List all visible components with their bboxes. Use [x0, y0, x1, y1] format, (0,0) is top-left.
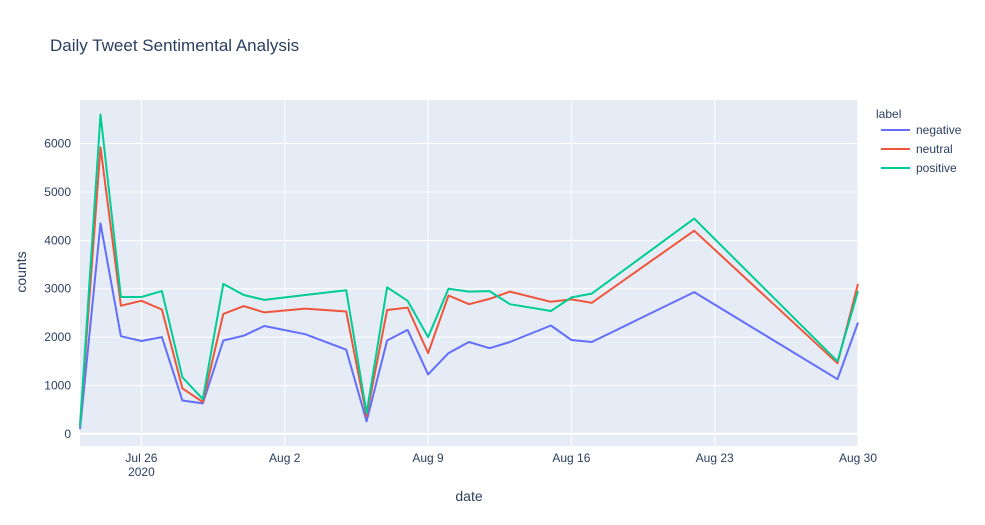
y-tick-label: 1000	[44, 379, 71, 393]
plot-area	[80, 100, 858, 446]
series-line-positive[interactable]	[79, 113, 859, 427]
x-tick-label: Aug 23	[696, 451, 734, 465]
y-tick-label: 6000	[44, 137, 71, 151]
x-tick-label: Jul 26	[125, 451, 157, 465]
x-axis-title: date	[455, 488, 482, 504]
y-axis-title: counts	[13, 251, 29, 292]
y-tick-label: 4000	[44, 233, 71, 247]
legend-label: neutral	[916, 142, 953, 156]
x-gridlines	[140, 100, 859, 446]
x-tick-sublabel: 2020	[128, 465, 155, 479]
x-tick-label: Aug 30	[839, 451, 877, 465]
y-tick-label: 2000	[44, 330, 71, 344]
legend-title: label	[876, 107, 901, 121]
x-tick-label: Aug 2	[269, 451, 301, 465]
legend[interactable]: label negative neutral positive	[876, 107, 962, 175]
y-tick-label: 0	[64, 427, 71, 441]
y-tick-label: 5000	[44, 185, 71, 199]
x-tick-label: Aug 16	[552, 451, 590, 465]
legend-item-neutral[interactable]: neutral	[881, 142, 953, 156]
x-tick-label: Aug 9	[412, 451, 444, 465]
legend-item-positive[interactable]: positive	[881, 161, 957, 175]
chart-title: Daily Tweet Sentimental Analysis	[50, 36, 299, 55]
series-line-negative[interactable]	[79, 222, 859, 430]
y-tick-labels: 0 1000 2000 3000 4000 5000 6000	[44, 137, 71, 441]
series-layer	[79, 113, 859, 430]
legend-label: positive	[916, 161, 957, 175]
legend-label: negative	[916, 123, 962, 137]
legend-item-negative[interactable]: negative	[881, 123, 962, 137]
y-tick-label: 3000	[44, 282, 71, 296]
